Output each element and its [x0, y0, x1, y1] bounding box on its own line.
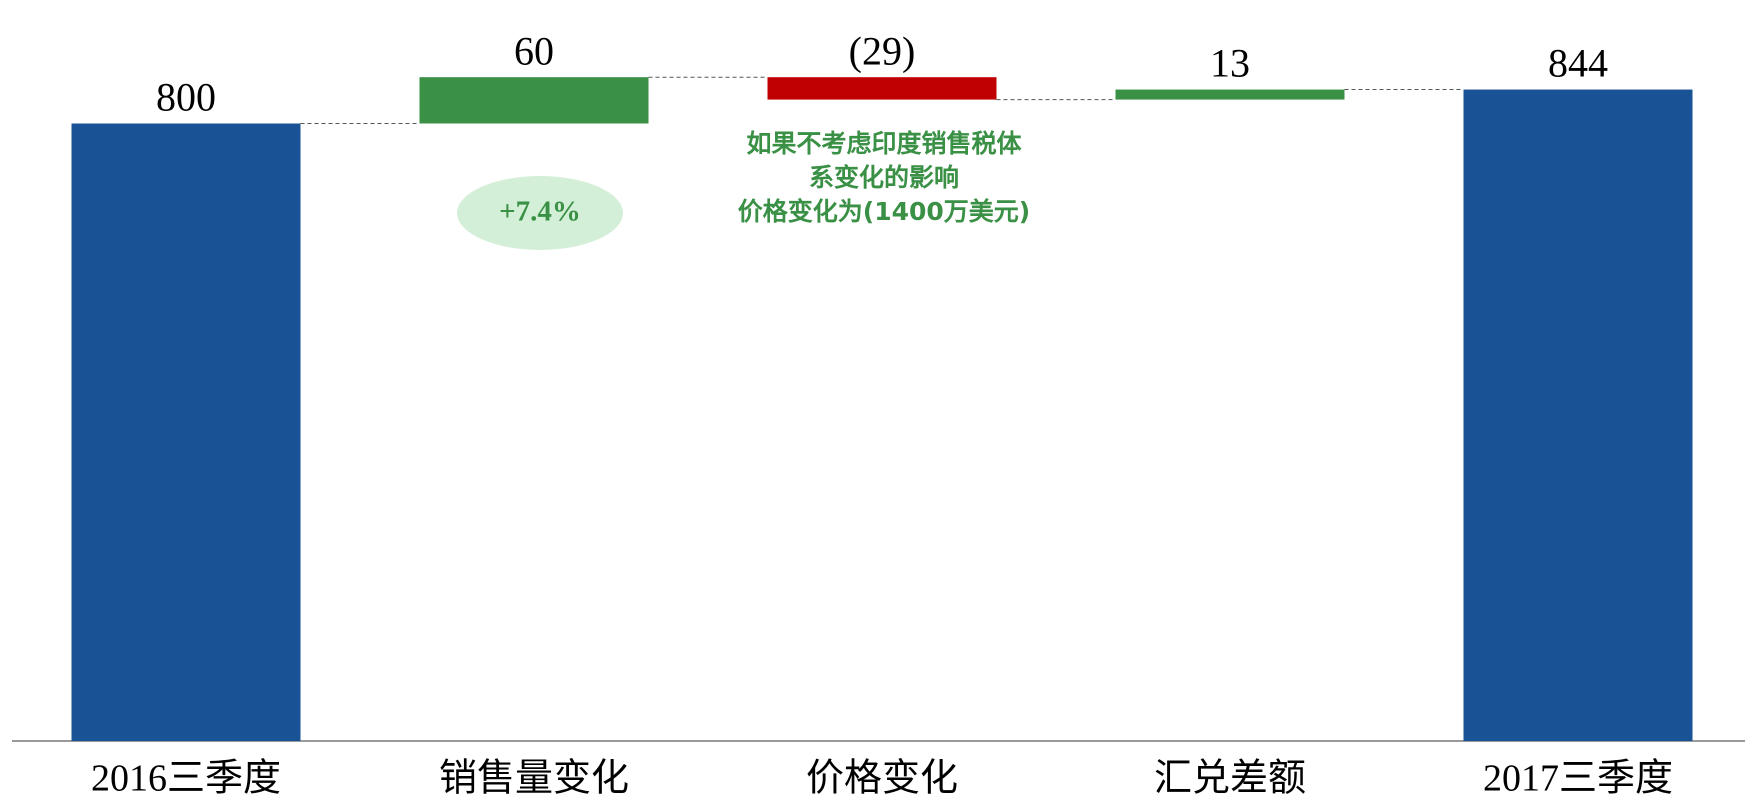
annotation: 价格变化为(1400万美元) [738, 197, 1030, 226]
value-label: (29) [849, 28, 916, 73]
x-tick-label: 销售量变化 [439, 758, 629, 799]
value-label: 60 [514, 28, 554, 73]
annotation: 系变化的影响 [809, 163, 959, 192]
annotation: +7.4% [499, 196, 581, 228]
value-label: 844 [1548, 41, 1608, 86]
value-label: 13 [1210, 41, 1250, 86]
bar [1463, 89, 1693, 742]
x-tick-label: 2016三季度 [91, 758, 281, 799]
annotation-bubble [457, 176, 623, 250]
value-label: 800 [156, 75, 216, 120]
x-tick-label: 汇兑差额 [1154, 758, 1306, 799]
bar [767, 77, 997, 100]
x-tick-label: 2017三季度 [1483, 758, 1673, 799]
bar [419, 77, 649, 124]
annotation: 如果不考虑印度销售税体 [746, 129, 1022, 158]
bar [1115, 89, 1345, 100]
bar [71, 123, 301, 741]
x-tick-label: 价格变化 [806, 758, 958, 799]
